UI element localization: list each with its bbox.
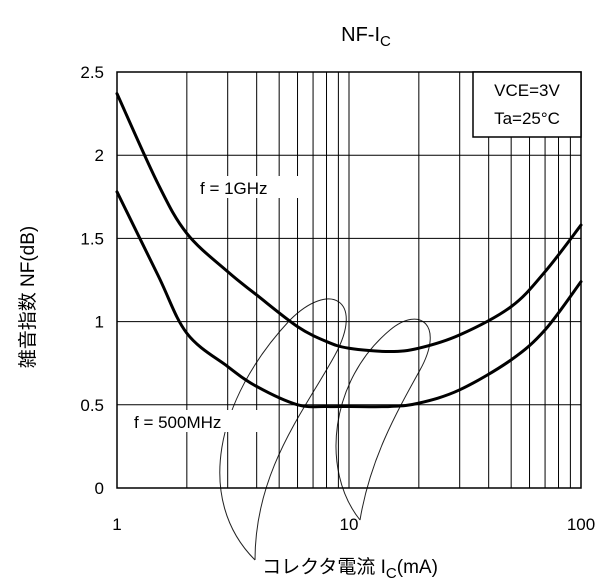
series-line-1ghz (115, 92, 583, 354)
y-tick-label: 2.5 (80, 63, 104, 82)
y-tick-labels: 0 0.5 1 1.5 2 2.5 (80, 63, 104, 498)
x-tick-label: 100 (567, 515, 595, 534)
chart-title: NF-IC (341, 24, 391, 50)
plot-area (116, 71, 582, 489)
y-tick-label: 1 (95, 313, 104, 332)
x-tick-label: 1 (112, 515, 121, 534)
series-line-500mhz (115, 190, 583, 409)
y-axis-label: 雑音指数 NF(dB) (17, 226, 39, 369)
condition-ta: Ta=25°C (494, 109, 560, 128)
condition-vce: VCE=3V (494, 81, 560, 100)
x-axis-label: コレクタ電流 IC(mA) (262, 556, 438, 582)
series-label-500mhz: f = 500MHz (134, 413, 221, 432)
x-axis-label-subscript: C (386, 565, 397, 582)
y-tick-label: 0 (95, 479, 104, 498)
y-tick-label: 1.5 (80, 229, 104, 248)
y-tick-label: 2 (95, 146, 104, 165)
x-axis-label-unit: (mA) (397, 557, 438, 578)
x-tick-labels: 1 10 100 (112, 515, 595, 534)
series-label-1ghz: f = 1GHz (200, 179, 268, 198)
x-tick-label: 10 (340, 515, 359, 534)
y-tick-label: 0.5 (80, 396, 104, 415)
conditions-box: VCE=3V Ta=25°C (472, 71, 582, 138)
chart-title-subscript: C (380, 33, 391, 50)
series-layer (115, 92, 583, 409)
